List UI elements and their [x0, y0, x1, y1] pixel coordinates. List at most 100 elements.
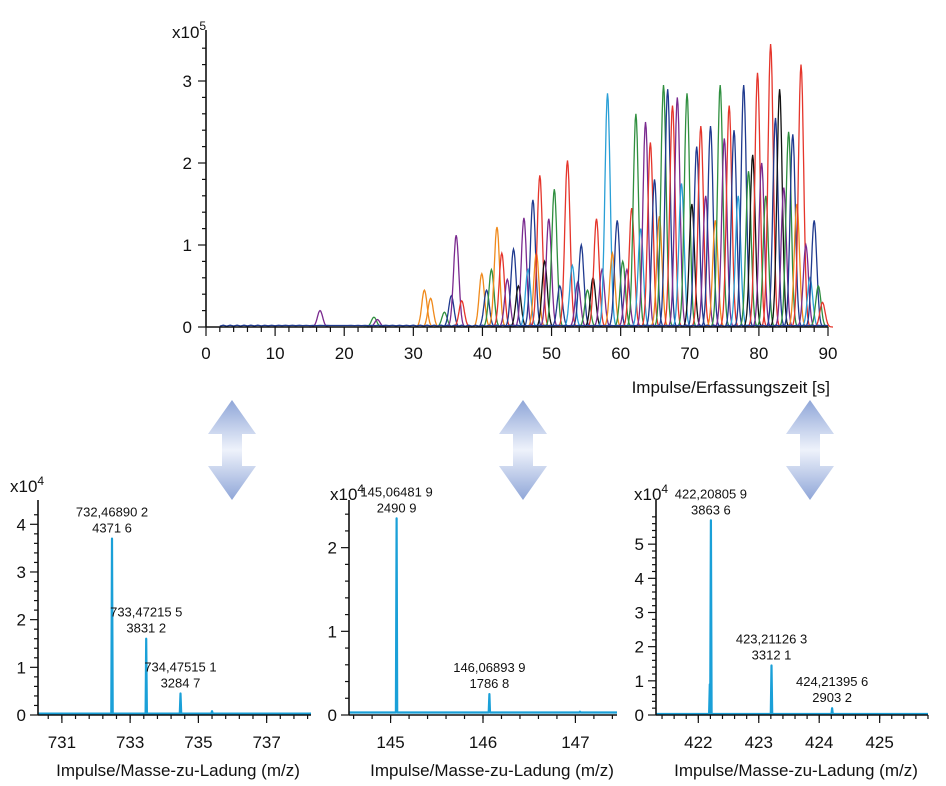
spectrum-1-peak-label-1: 732,46890 2 4371 6: [76, 505, 148, 536]
spectrum-1-y-tick-label: 0: [17, 706, 26, 725]
spectrum-3-y-tick-label: 3: [635, 604, 644, 623]
chromatogram-peak-5: [420, 297, 442, 328]
spectrum-3-x-tick-label: 422: [684, 733, 712, 752]
spectrum-1-peak-label-3: 734,47515 1 3284 7: [144, 660, 216, 691]
chromatogram-peak-80: [803, 220, 825, 328]
spectrum-3-y-tick-label: 2: [635, 638, 644, 657]
chromatogram-plot: 0 10 20 30 40 50 60 70 80 90 0 1 2 3: [183, 30, 838, 363]
spectrum-3-x-axis-label: Impulse/Masse-zu-Ladung (m/z): [674, 761, 918, 780]
spectrum-3-plot: 422 423 424 425 0 1 2 3 4 5 422,20805 9 3863 6 423,2…: [635, 486, 929, 752]
spectrum-2-peak-label-1: 145,06481 9 2490 9: [360, 484, 432, 515]
chromatogram-peak-74: [778, 131, 800, 328]
chromatogram-peak-73: [773, 187, 795, 328]
chromatogram-baseline: [219, 324, 829, 327]
chromatogram-peak-55: [690, 126, 712, 328]
main-x-tick-label: 70: [680, 344, 699, 363]
spectrum-1-x-tick-label: 731: [48, 733, 76, 752]
main-x-tick-label: 10: [266, 344, 285, 363]
chromatogram-peak-18: [513, 217, 535, 328]
chromatogram-peak-65: [738, 171, 759, 328]
spectrum-1-x-axis-label: Impulse/Masse-zu-Ladung (m/z): [56, 761, 300, 780]
chromatogram-peak-4: [413, 288, 435, 328]
chromatogram-peak-62: [723, 130, 745, 328]
spectrum-1-trace: [38, 537, 311, 715]
spectrum-3-y-tick-label: 5: [635, 535, 644, 554]
chromatogram-peak-25: [543, 189, 565, 328]
chromatogram-peak-30: [570, 242, 592, 328]
main-x-tick-label: 90: [819, 344, 838, 363]
spectrum-2-trace: [349, 517, 617, 714]
chromatogram-peak-40: [621, 207, 643, 328]
chromatogram-peak-51: [670, 183, 693, 328]
chromatogram-peak-44: [639, 142, 661, 328]
spectrum-1-x-tick-label: 735: [184, 733, 212, 752]
main-x-tick-label: 40: [473, 344, 492, 363]
spectrum-1-y-tick-label: 1: [17, 658, 26, 677]
main-x-tick-label: 80: [749, 344, 768, 363]
main-y-tick-label: 0: [183, 318, 192, 337]
spectrum-2-x-axis-label: Impulse/Masse-zu-Ladung (m/z): [370, 761, 614, 780]
main-x-tick-label: 0: [201, 344, 210, 363]
chromatogram-peak-78: [795, 242, 817, 328]
chromatogram-peak-41: [625, 113, 647, 328]
spectrum-3-peak-label-3: 424,21395 6 2903 2: [796, 674, 868, 705]
main-x-tick-label: 60: [611, 344, 630, 363]
main-x-tick-label: 30: [404, 344, 423, 363]
chromatogram-peak-20: [522, 199, 544, 328]
spectrum-1-x-tick-label: 737: [252, 733, 280, 752]
main-x-axis-label: Impulse/Erfassungszeit [s]: [632, 378, 830, 397]
spectrum-1-x-tick-label: 733: [116, 733, 144, 752]
chromatogram-peak-36: [601, 250, 623, 328]
spectrum-3-peak-label-1: 422,20805 9 3863 6: [675, 486, 747, 517]
spectrum-1-plot: 731 733 735 737 0 1 2 3 4 732,46890 2 4371 6 733,47…: [17, 500, 311, 752]
chromatogram-peak-1: [309, 309, 331, 328]
spectrum-1-y-tick-label: 3: [17, 563, 26, 582]
chromatogram-peak-45: [643, 179, 666, 328]
chromatogram-peak-71: [764, 117, 787, 328]
chromatogram-peak-24: [538, 218, 560, 328]
double-arrow-icon-left: [208, 400, 256, 500]
double-arrow-icon-right: [786, 400, 834, 500]
spectrum-3-trace: [656, 519, 928, 716]
chromatogram-peak-13: [486, 226, 508, 328]
spectrum-2-plot: 145 146 147 0 1 2 145,06481 9 2490 9 146,06893 9…: [328, 484, 617, 752]
chromatogram-peak-33: [585, 218, 608, 328]
chromatogram-peak-35: [596, 93, 619, 328]
chromatogram-peak-58: [704, 220, 726, 328]
spectrum-1-y-multiplier: x104: [10, 474, 44, 496]
spectrum-2-peak-label-2: 146,06893 9 1786 8: [453, 660, 525, 691]
chromatogram-peak-46: [648, 216, 670, 328]
spectrum-3-y-tick-label: 1: [635, 672, 644, 691]
main-x-tick-label: 20: [335, 344, 354, 363]
spectrum-3-y-tick-label: 4: [635, 569, 644, 588]
spectrum-2-y-tick-label: 2: [328, 539, 337, 558]
main-x-tick-label: 50: [542, 344, 561, 363]
main-y-tick-label: 2: [183, 154, 192, 173]
spectrum-2-y-tick-label: 0: [328, 706, 337, 725]
spectrum-2-y-tick-label: 1: [328, 622, 337, 641]
main-y-tick-label: 3: [183, 72, 192, 91]
spectrum-3-x-tick-label: 425: [865, 733, 893, 752]
spectrum-3-x-tick-label: 424: [805, 733, 833, 752]
main-y-multiplier: x105: [172, 19, 206, 42]
spectrum-3-y-multiplier: x104: [634, 482, 668, 504]
spectrum-1-y-tick-label: 2: [17, 611, 26, 630]
main-y-tick-label: 1: [183, 236, 192, 255]
chromatogram-peak-69: [755, 195, 777, 328]
spectrum-2-x-tick-label: 147: [561, 733, 589, 752]
spectrum-3-peak-label-2: 423,21126 3 3312 1: [736, 631, 807, 662]
spectrum-1-peak-label-2: 733,47215 5 3831 2: [110, 605, 182, 636]
spectrum-1-y-tick-label: 4: [17, 515, 26, 534]
chromatogram-peak-67: [746, 72, 769, 328]
chromatogram-peak-50: [666, 97, 688, 328]
double-arrow-icon-middle: [499, 400, 547, 500]
spectrum-2-x-tick-label: 146: [469, 733, 497, 752]
chromatogram-peak-8: [445, 235, 467, 328]
spectrum-2-x-tick-label: 145: [376, 733, 404, 752]
chromatogram-peak-16: [502, 246, 525, 328]
spectrum-3-x-tick-label: 423: [745, 733, 773, 752]
spectrum-3-y-tick-label: 0: [635, 706, 644, 725]
spectrum-2-y-multiplier: x104: [330, 482, 364, 504]
